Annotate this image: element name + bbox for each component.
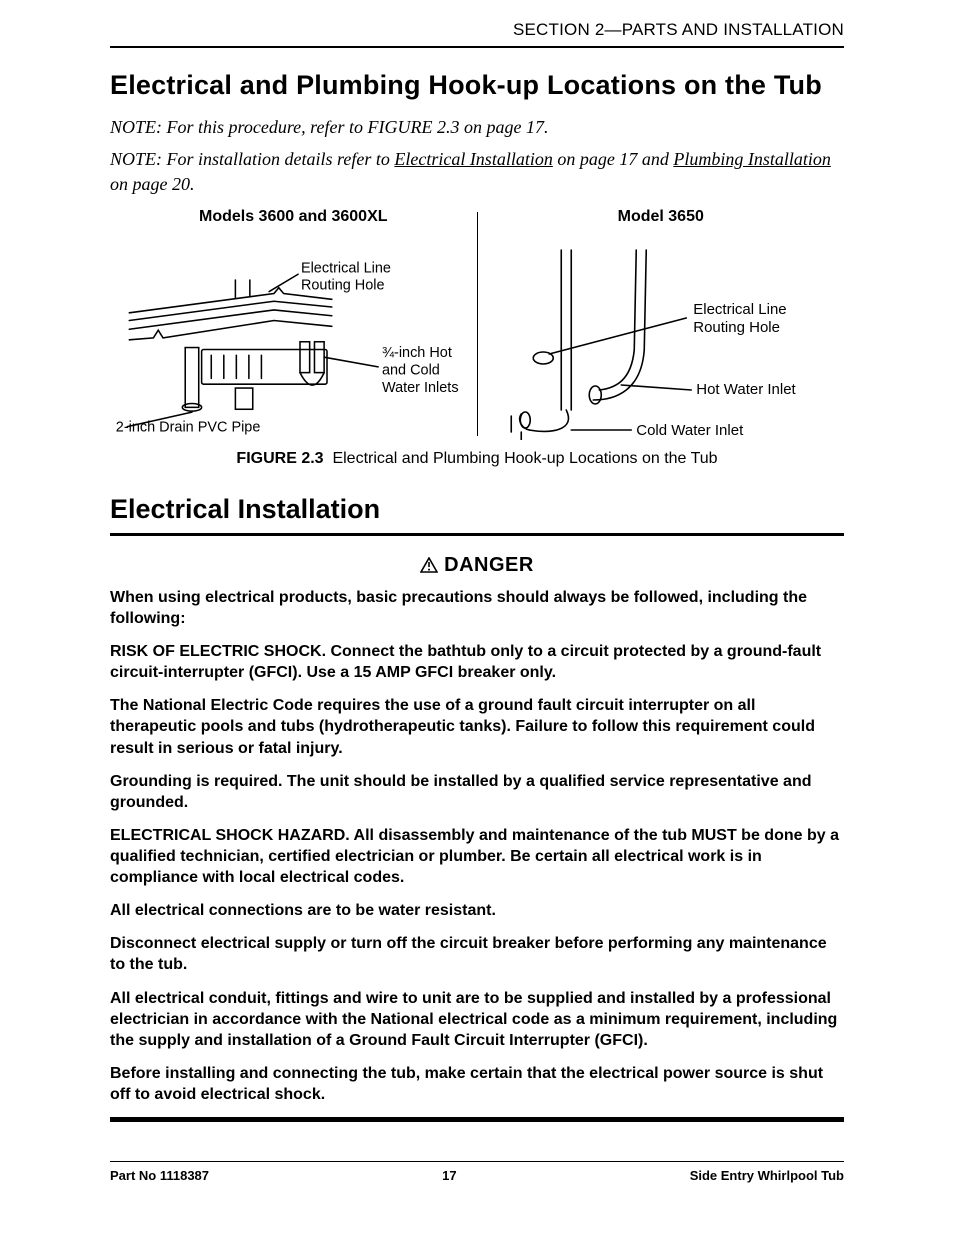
warning-triangle-icon [420,557,438,573]
figure-caption: FIGURE 2.3 Electrical and Plumbing Hook-… [110,450,844,468]
figure-right-title: Model 3650 [478,208,845,226]
label-electrical-routing-hole-r2: Routing Hole [693,319,780,336]
label-inlets-2: and Cold [382,362,440,378]
danger-heading: DANGER [110,554,844,577]
diagram-model-3650: Electrical Line Routing Hole Hot Water I… [478,230,845,440]
footer-product-name: Side Entry Whirlpool Tub [690,1168,844,1183]
label-electrical-routing-hole-2: Routing Hole [301,278,385,294]
figure-right-panel: Model 3650 [478,208,845,440]
label-hot-water-inlet: Hot Water Inlet [696,381,796,398]
figure-left-panel: Models 3600 and 3600XL [110,208,477,440]
danger-p9: Before installing and connecting the tub… [110,1063,844,1105]
danger-p4: Grounding is required. The unit should b… [110,771,844,813]
footer-part-no: Part No 1118387 [110,1168,209,1183]
label-electrical-routing-hole-r1: Electrical Line [693,301,786,318]
note-text: on page 20. [110,174,195,194]
page-footer: Part No 1118387 17 Side Entry Whirlpool … [110,1151,844,1183]
danger-p3: The National Electric Code requires the … [110,695,844,758]
figure-2-3: Models 3600 and 3600XL [110,208,844,468]
label-inlets-3: Water Inlets [382,380,459,396]
danger-p2: RISK OF ELECTRIC SHOCK. Connect the bath… [110,641,844,683]
link-electrical-installation[interactable]: Electrical Installation [394,149,552,169]
label-cold-water-inlet: Cold Water Inlet [636,422,744,439]
running-header: SECTION 2—PARTS AND INSTALLATION [110,20,844,40]
label-drain-pipe: 2-inch Drain PVC Pipe [116,419,261,435]
danger-label: DANGER [444,554,534,576]
figure-caption-text: Electrical and Plumbing Hook-up Location… [332,450,717,467]
page: SECTION 2—PARTS AND INSTALLATION Electri… [0,0,954,1235]
heading-electrical-installation: Electrical Installation [110,494,844,525]
danger-p6: All electrical connections are to be wat… [110,900,844,921]
section-end-rule [110,1117,844,1122]
header-rule [110,46,844,48]
link-plumbing-installation[interactable]: Plumbing Installation [673,149,831,169]
label-electrical-routing-hole: Electrical Line [301,260,391,276]
heading-rule [110,533,844,536]
label-inlets-1: ¾-inch Hot [382,345,452,361]
note-text: NOTE: For installation details refer to [110,149,394,169]
footer-rule [110,1161,844,1162]
heading-hookup-locations: Electrical and Plumbing Hook-up Location… [110,70,844,101]
figure-number: FIGURE 2.3 [236,450,323,467]
note-figure-ref: NOTE: For this procedure, refer to FIGUR… [110,115,844,139]
danger-p5: ELECTRICAL SHOCK HAZARD. All disassembly… [110,825,844,888]
note-text: on page 17 and [553,149,674,169]
footer-page-number: 17 [442,1168,456,1183]
danger-p1: When using electrical products, basic pr… [110,587,844,629]
danger-p7: Disconnect electrical supply or turn off… [110,933,844,975]
figure-left-title: Models 3600 and 3600XL [110,208,477,226]
danger-p8: All electrical conduit, fittings and wir… [110,988,844,1051]
diagram-models-3600: Electrical Line Routing Hole ¾-inch Hot … [110,230,477,440]
danger-body: When using electrical products, basic pr… [110,587,844,1105]
note-install-refs: NOTE: For installation details refer to … [110,147,844,196]
